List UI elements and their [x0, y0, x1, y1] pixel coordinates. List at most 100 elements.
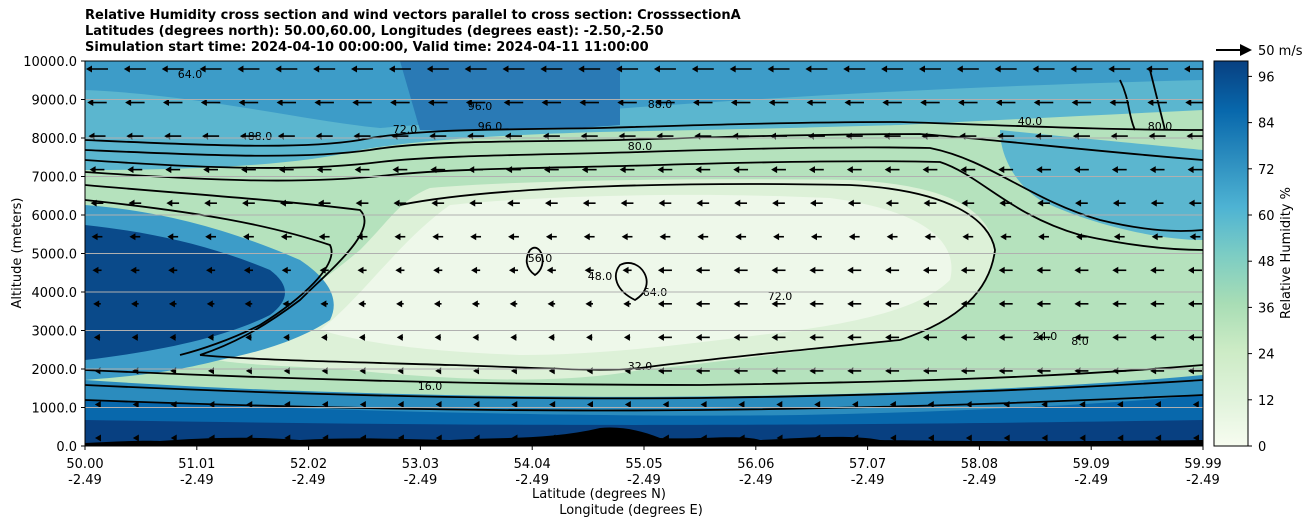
x-tick-label-lat: 55.05 [625, 457, 662, 472]
wind-vector [809, 300, 824, 308]
wind-vector [885, 199, 899, 207]
wind-vector [243, 266, 253, 274]
wind-vector [776, 400, 783, 408]
wind-vector [1108, 65, 1131, 73]
wind-vector [587, 434, 594, 442]
contour-label: 24.0 [1033, 330, 1058, 343]
wind-vector [1188, 266, 1202, 274]
y-tick-label: 0.0 [56, 440, 77, 455]
wind-vector [431, 199, 445, 207]
wind-vector [128, 199, 142, 207]
wind-vector [357, 266, 367, 274]
x-tick-label-lon: -2.49 [1186, 473, 1220, 488]
wind-vector [927, 400, 934, 408]
wind-vector [469, 199, 482, 207]
wind-vector [508, 266, 519, 274]
wind-vector [511, 434, 518, 442]
wind-vector [87, 99, 107, 107]
wind-vector [317, 199, 331, 207]
wind-vector [1074, 266, 1089, 274]
wind-vector [93, 333, 101, 341]
wind-vector [582, 199, 596, 207]
wind-vector [170, 400, 177, 408]
wind-vector [1079, 400, 1086, 408]
wind-vector [430, 166, 446, 174]
wind-vector [918, 65, 941, 73]
wind-vector [503, 99, 524, 107]
wind-vector [395, 266, 405, 274]
wind-vector [279, 199, 293, 207]
wind-vector [471, 300, 480, 308]
wind-vector [730, 99, 751, 107]
contour-label: 88.0 [248, 130, 273, 143]
wind-vector [776, 434, 783, 442]
wind-vector [662, 434, 669, 442]
wind-vector [432, 233, 444, 241]
wind-vector [237, 65, 260, 73]
wind-vector [284, 434, 291, 442]
wind-vector [886, 233, 898, 241]
wind-vector [95, 434, 101, 442]
x-tick-label-lon: -2.49 [68, 473, 102, 488]
wind-vector [243, 233, 254, 241]
wind-vector [847, 266, 862, 274]
y-gridlines [85, 99, 1203, 408]
colorbar-tick-label: 48 [1258, 255, 1275, 270]
y-tick-label: 2000.0 [32, 363, 78, 378]
wind-vector [617, 99, 637, 107]
wind-vector [620, 199, 634, 207]
wind-vector [810, 233, 822, 241]
wind-vector [623, 333, 631, 341]
wind-vector [465, 99, 486, 107]
wind-vector [885, 300, 900, 308]
wind-vector [1150, 266, 1165, 274]
wind-vector [808, 166, 824, 174]
wind-vector [508, 233, 519, 241]
x-tick-label-lon: -2.49 [963, 473, 997, 488]
wind-vector [246, 434, 253, 442]
x-tick-label-lat: 52.02 [290, 457, 327, 472]
wind-vector [1003, 400, 1010, 408]
wind-vector [509, 300, 518, 308]
wind-vector [922, 333, 937, 341]
wind-vector [200, 99, 221, 107]
wind-vector [809, 333, 824, 341]
wind-vector [729, 65, 752, 73]
y-axis-ticks: 0.0 1000.0 2000.0 3000.0 4000.0 5000.0 6000.0 7… [23, 55, 85, 455]
x-tick-label-lat: 58.08 [961, 457, 998, 472]
wind-vector [318, 233, 330, 241]
wind-vector [1036, 166, 1051, 174]
quiver-key-label: 50 m/s [1258, 44, 1303, 59]
wind-vector [468, 166, 484, 174]
wind-vector [581, 166, 597, 174]
wind-vector [1189, 233, 1201, 241]
x-tick-label-lon: -2.49 [627, 473, 661, 488]
wind-vector [1147, 99, 1167, 107]
wind-vector [998, 266, 1013, 274]
wind-vector [657, 300, 672, 308]
x-tick-label-lon: -2.49 [180, 473, 214, 488]
wind-vector [852, 434, 859, 442]
wind-vector [284, 400, 291, 408]
wind-vector [998, 300, 1013, 308]
wind-vector [358, 333, 366, 341]
wind-vector [962, 233, 974, 241]
wind-vector [1032, 65, 1055, 73]
wind-vector [433, 266, 443, 274]
wind-vector [127, 166, 143, 174]
contour-label: 72.0 [768, 290, 793, 303]
wind-vector [734, 199, 748, 207]
wind-vector [161, 65, 184, 73]
wind-vector [1109, 99, 1130, 107]
wind-vector [206, 300, 215, 308]
wind-vector [998, 166, 1014, 174]
wind-vector [768, 99, 789, 107]
wind-vector [1036, 300, 1051, 308]
wind-vector [280, 233, 292, 241]
wind-vector [396, 300, 404, 308]
wind-vector [93, 300, 101, 308]
wind-vector [129, 233, 141, 241]
wind-vector [203, 166, 218, 174]
wind-vector [960, 166, 976, 174]
wind-vector [700, 434, 707, 442]
